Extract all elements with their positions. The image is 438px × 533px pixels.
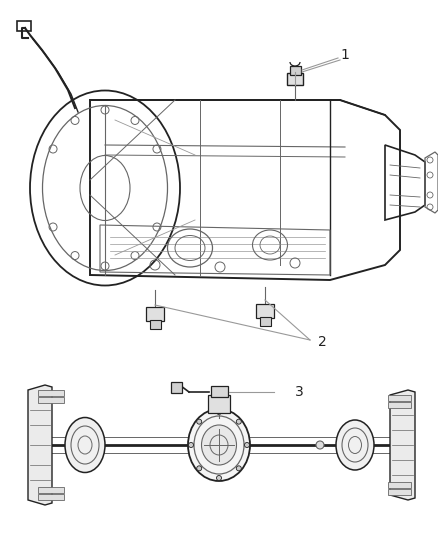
FancyBboxPatch shape [287,73,303,85]
Circle shape [216,475,222,481]
FancyBboxPatch shape [208,395,230,413]
Text: 3: 3 [295,385,304,399]
Ellipse shape [188,409,250,481]
Ellipse shape [336,420,374,470]
Circle shape [236,466,241,471]
FancyBboxPatch shape [38,487,64,492]
Circle shape [236,419,241,424]
Circle shape [316,441,324,449]
FancyBboxPatch shape [388,394,410,400]
FancyBboxPatch shape [38,494,64,499]
FancyBboxPatch shape [388,481,410,488]
FancyBboxPatch shape [211,385,227,397]
Text: 1: 1 [340,48,349,62]
Polygon shape [390,390,415,500]
FancyBboxPatch shape [259,317,271,326]
FancyBboxPatch shape [388,401,410,408]
FancyBboxPatch shape [290,66,300,75]
FancyBboxPatch shape [256,304,274,318]
Text: 2: 2 [318,335,327,349]
Circle shape [216,409,222,415]
FancyBboxPatch shape [38,390,64,395]
FancyBboxPatch shape [388,489,410,495]
FancyBboxPatch shape [146,307,164,321]
Circle shape [188,442,194,448]
FancyBboxPatch shape [149,319,160,328]
Polygon shape [28,385,52,505]
FancyBboxPatch shape [38,397,64,402]
FancyBboxPatch shape [170,382,181,392]
Circle shape [197,419,202,424]
Circle shape [244,442,250,448]
Circle shape [197,466,202,471]
Ellipse shape [201,425,237,465]
Ellipse shape [65,417,105,472]
